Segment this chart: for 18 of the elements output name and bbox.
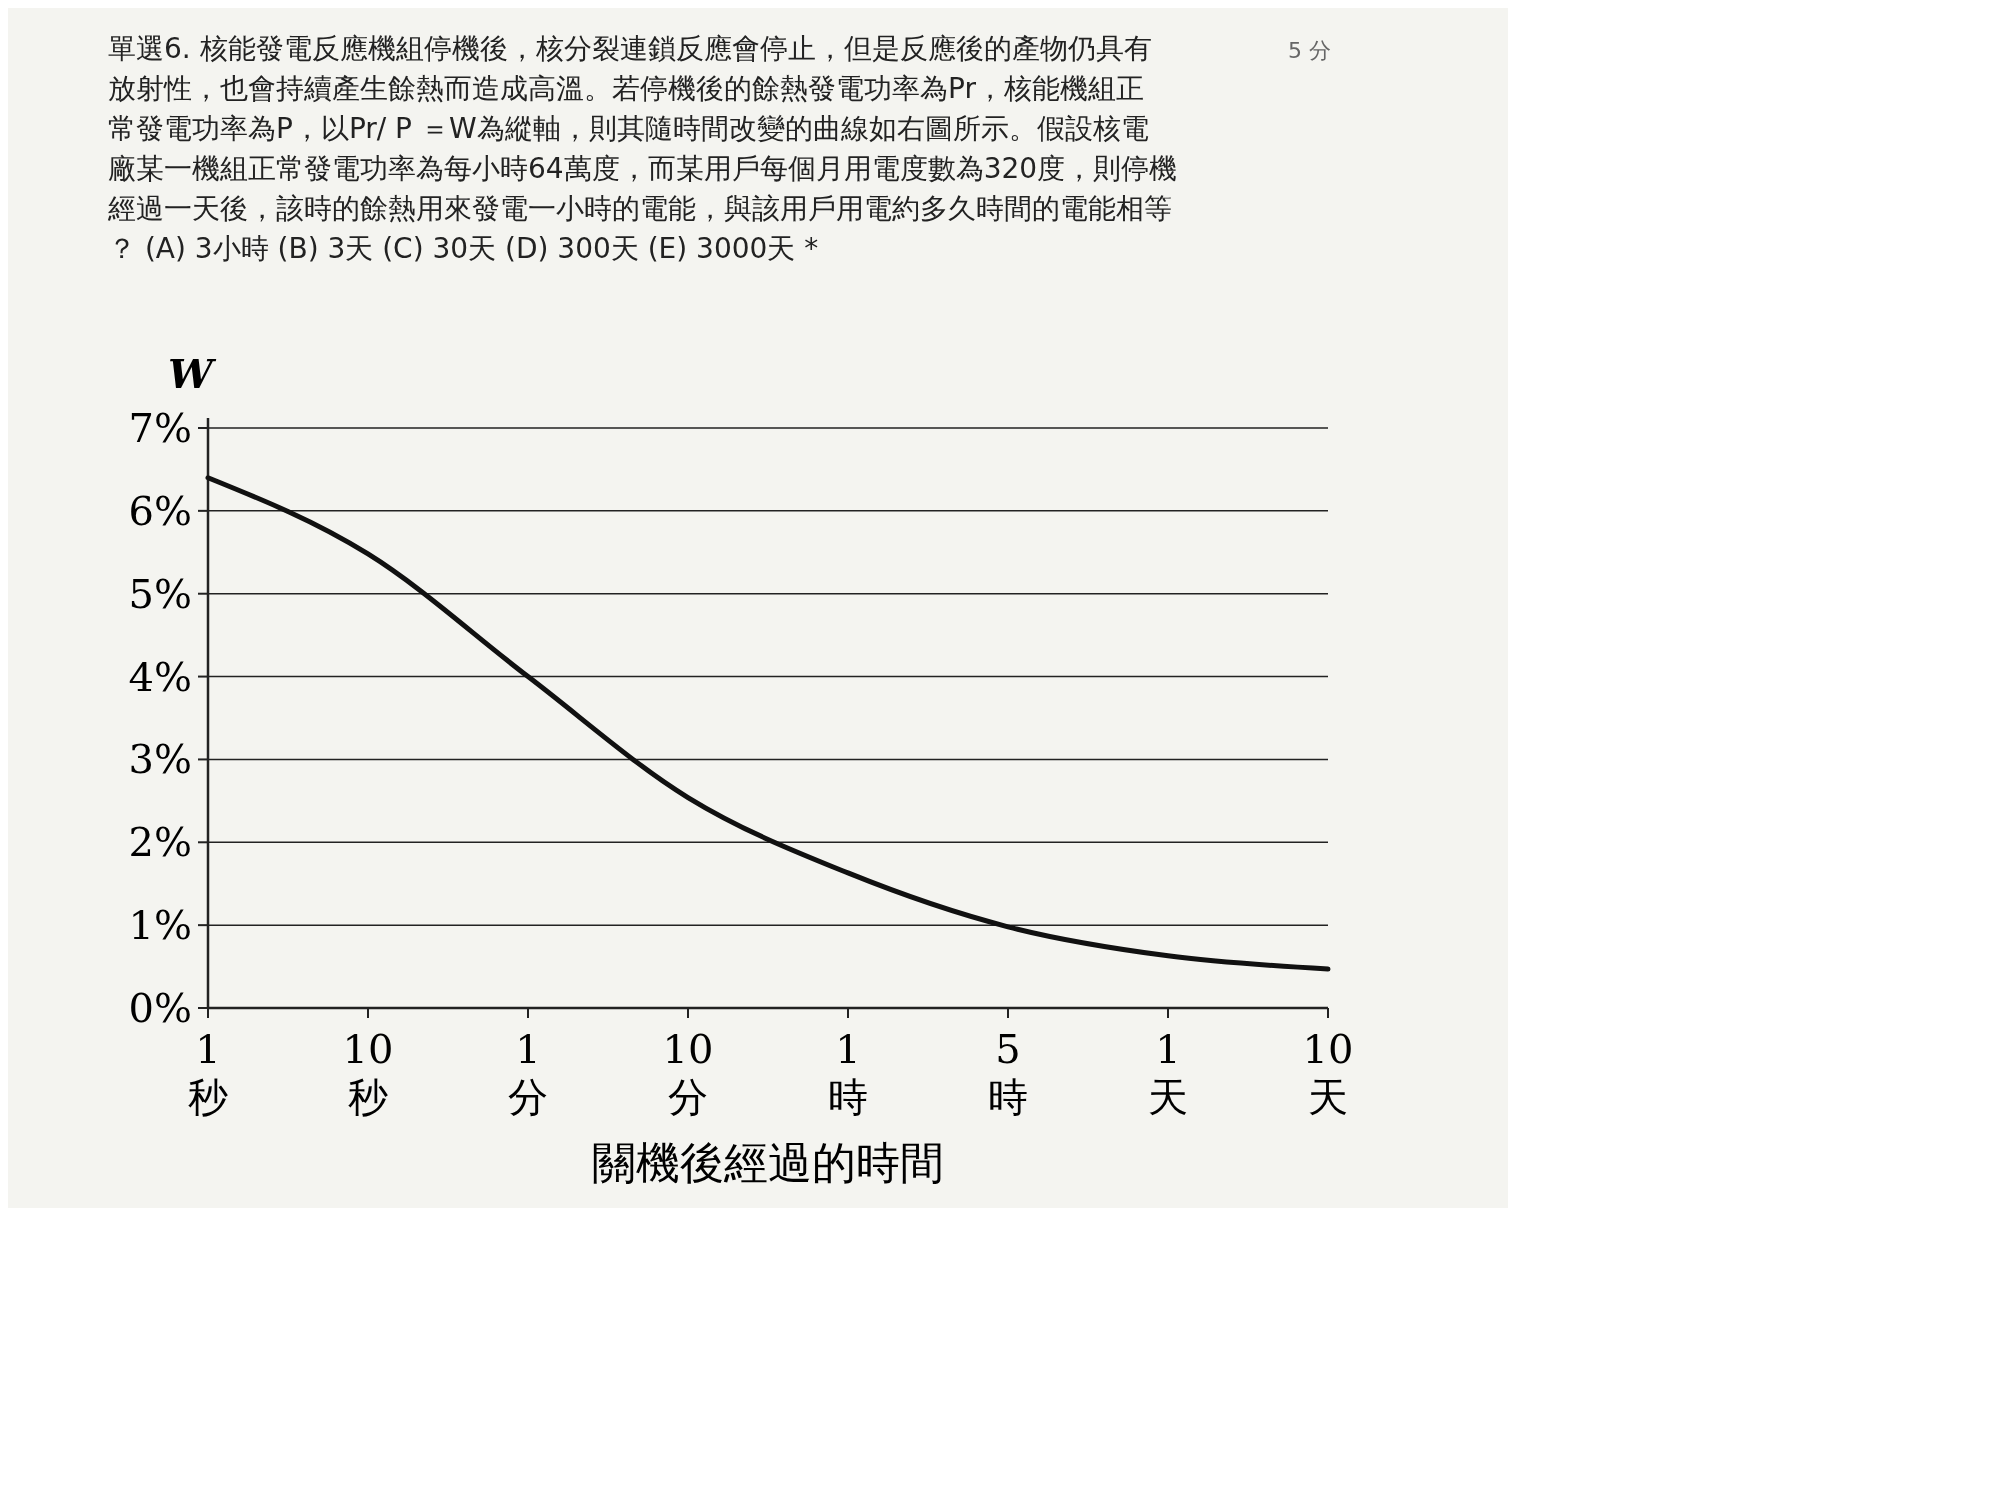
y-tick-label: 6% bbox=[128, 487, 192, 534]
y-tick-label: 3% bbox=[128, 736, 192, 783]
x-tick-label: 10 天 bbox=[1302, 1026, 1354, 1120]
x-tick-label: 10 分 bbox=[662, 1026, 714, 1120]
x-tick-label: 10 秒 bbox=[342, 1026, 394, 1120]
y-axis-title: W bbox=[168, 350, 217, 397]
x-tick-label: 1 分 bbox=[508, 1026, 548, 1120]
x-axis-title: 關機後經過的時間 bbox=[592, 1137, 944, 1188]
y-tick-label: 2% bbox=[128, 819, 192, 866]
y-tick-label: 5% bbox=[128, 570, 192, 617]
x-tick-label: 1 天 bbox=[1148, 1026, 1188, 1120]
chart-title: 單選6. 核能發電反應機組停機後，核分裂連鎖反應會停止，但是反應後的產物仍具有放射性，也會持續產生餘熱而造成高溫。若停機後的餘熱發電功率為Pr，核能機組正常發電功率為P，以Pr/ P ＝W為縱軸，則其隨時間改變的曲線如右圖所示。假設核電廠某一機組正常發電功率為每小時64萬度，而某用戶每個月用電度數為320度，則停機經過一天後，該時的餘熱用來發電一小時的電能，與該用戶用電約多久時間的電能相等？ (A) 3小時 (B) 3天 (C) 30天 (D) 300天 (E) 3000天 * bbox=[107, 32, 1178, 265]
text: 5 分 bbox=[1288, 38, 1331, 63]
y-tick-label: 1% bbox=[128, 902, 192, 949]
y-tick-label: 7% bbox=[128, 405, 192, 451]
x-tick-label: 1 時 bbox=[828, 1026, 868, 1120]
x-tick-label: 5 時 bbox=[988, 1026, 1028, 1120]
y-tick-label: 4% bbox=[128, 653, 192, 700]
